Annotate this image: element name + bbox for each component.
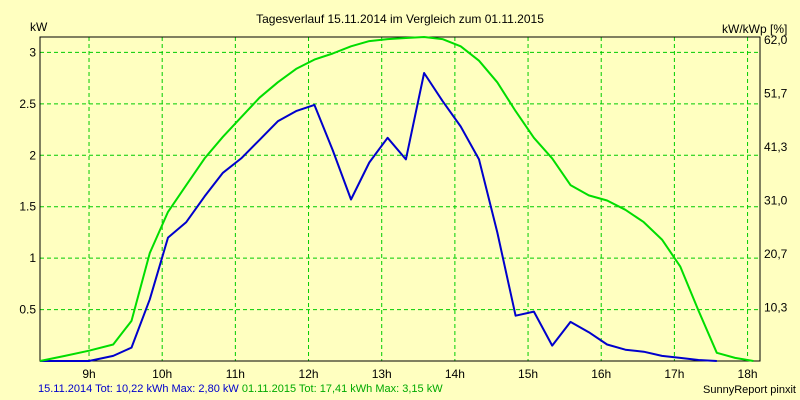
y-tick-label: 2.5 [19, 97, 36, 111]
y-tick-label: 3 [29, 45, 36, 59]
series-line-0 [40, 72, 717, 362]
plot-area-frame [39, 36, 761, 362]
y2-tick-label: 51,7 [764, 87, 788, 101]
x-tick-label: 18h [738, 367, 758, 381]
x-tick-label: 17h [664, 367, 684, 381]
x-tick-label: 10h [152, 367, 172, 381]
footer-credit: SunnyReport pinxit [703, 384, 796, 396]
chart-title: Tagesverlauf 15.11.2014 im Vergleich zum… [256, 12, 544, 26]
y-tick-label: 0.5 [19, 303, 36, 317]
x-tick-label: 16h [591, 367, 611, 381]
legend-entry-1: 01.11.2015 Tot: 17,41 kWh Max: 3,15 kW [239, 383, 443, 395]
y-tick-label: 2 [29, 148, 36, 162]
x-tick-label: 9h [82, 367, 95, 381]
y2-axis-label: kW/kWp [%] [722, 22, 787, 36]
x-tick-label: 15h [518, 367, 538, 381]
legend-entry-0: 15.11.2014 Tot: 10,22 kWh Max: 2,80 kW [38, 383, 239, 395]
x-tick-label: 12h [299, 367, 319, 381]
y2-tick-label: 10,3 [764, 301, 788, 315]
series-line-1 [39, 36, 754, 362]
tick-labels: 9h 10h 11h 12h 13h 14h 15h 16h 17h 18h 0.5 1 1.5 2 2.5… [19, 33, 787, 381]
y-tick-label: 1 [29, 251, 36, 265]
series-layer [39, 36, 754, 362]
y-tick-label: 1.5 [19, 200, 36, 214]
x-tick-label: 11h [226, 367, 245, 381]
legend-text: 15.11.2014 Tot: 10,22 kWh Max: 2,80 kW 0… [38, 383, 443, 395]
y2-tick-label: 41,3 [764, 140, 788, 154]
y2-tick-label: 31,0 [764, 194, 788, 208]
x-tick-label: 14h [445, 367, 465, 381]
y2-tick-label: 62,0 [764, 33, 788, 47]
grid [40, 37, 760, 361]
y-axis-label: kW [30, 20, 48, 34]
y2-tick-label: 20,7 [764, 247, 788, 261]
x-tick-label: 13h [372, 367, 392, 381]
